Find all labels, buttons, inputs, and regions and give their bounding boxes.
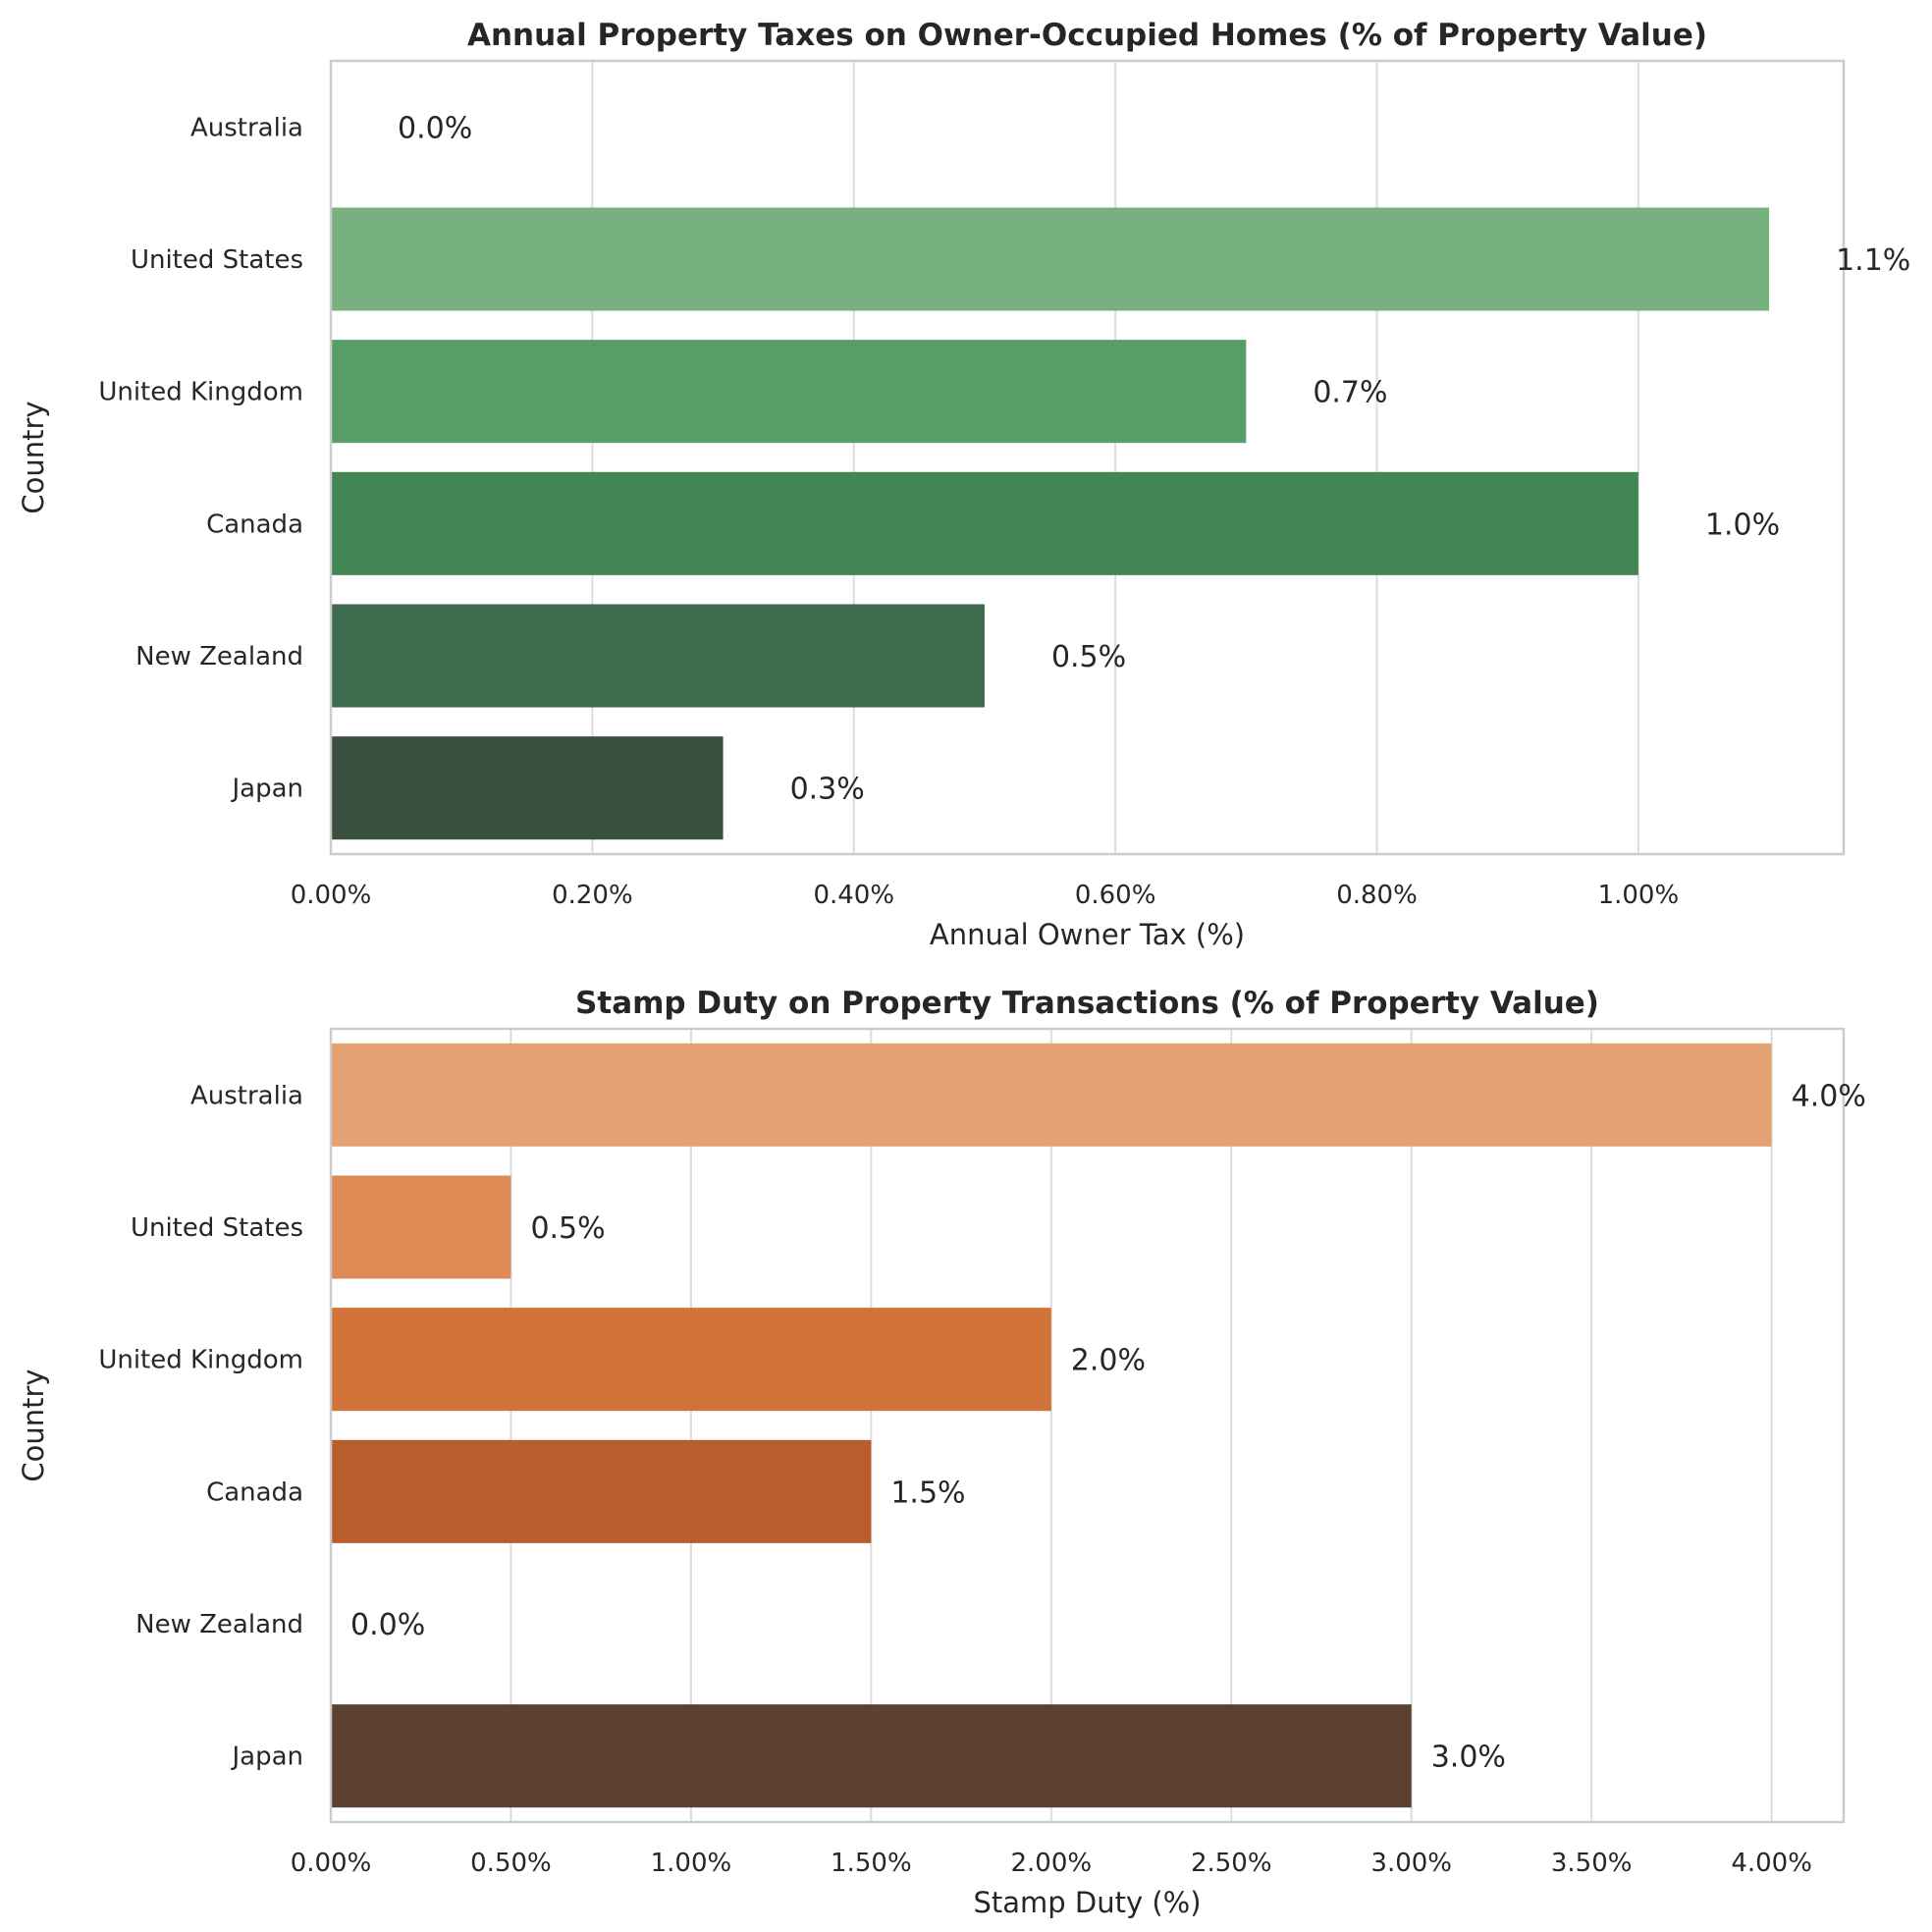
x-tick-label: 0.00% [291,881,372,910]
x-tick-label: 0.50% [470,1849,552,1878]
category-label: United Kingdom [98,1346,303,1375]
bar-canada [331,1439,872,1543]
category-label: New Zealand [135,642,303,671]
y-axis-label: Country [17,401,50,513]
property-tax-chart: 0.0% 1.1% 0.7% 1.0% 0.5% 0.3% Australia United … [17,18,1910,951]
data-label: 3.0% [1431,1741,1506,1775]
bar-united-kingdom [331,1308,1051,1412]
category-label: United Kingdom [98,378,303,407]
category-label: Canada [206,1477,303,1507]
data-label: 0.7% [1313,376,1387,410]
data-label: 2.0% [1071,1344,1146,1378]
bar-canada [331,471,1638,575]
bar-united-kingdom [331,340,1247,444]
data-label: 0.3% [790,773,865,807]
chart-title: Annual Property Taxes on Owner-Occupied … [467,18,1707,53]
x-axis-label: Stamp Duty (%) [973,1886,1201,1919]
x-tick-label: 0.00% [291,1849,372,1878]
x-tick-label: 0.80% [1336,881,1418,910]
chart-title: Stamp Duty on Property Transactions (% o… [575,986,1599,1021]
x-tick-label: 2.50% [1191,1849,1272,1878]
stamp-duty-chart: 4.0% 0.5% 2.0% 1.5% 0.0% 3.0% Australia United … [17,986,1866,1919]
data-label: 0.0% [398,111,472,145]
category-label: Canada [206,510,303,539]
bar-australia [331,1043,1772,1147]
data-label: 4.0% [1792,1079,1866,1113]
x-tick-label: 2.00% [1011,1849,1093,1878]
y-axis-label: Country [17,1368,50,1481]
bar-japan [331,1704,1412,1808]
plot-frame [329,59,1846,856]
data-label: 1.5% [890,1476,965,1510]
data-label: 1.1% [1836,243,1910,278]
bar-japan [331,736,724,840]
category-label: Japan [230,775,303,804]
category-label: Japan [230,1743,303,1772]
x-tick-label: 0.40% [813,881,894,910]
category-label: United States [131,1213,303,1243]
data-label: 0.5% [530,1211,605,1246]
x-tick-label: 1.00% [651,1849,732,1878]
category-label: Australia [190,1081,303,1110]
data-label: 1.0% [1705,508,1780,542]
bar-united-states [331,207,1770,311]
x-tick-label: 1.50% [831,1849,912,1878]
data-label: 0.5% [1051,640,1126,674]
plot-frame [329,1027,1846,1824]
x-tick-label: 3.50% [1551,1849,1633,1878]
category-label: United States [131,245,303,275]
x-tick-label: 1.00% [1598,881,1680,910]
x-tick-label: 4.00% [1731,1849,1812,1878]
data-label: 0.0% [350,1608,425,1642]
bar-united-states [331,1175,511,1279]
category-label: Australia [190,113,303,142]
x-tick-label: 3.00% [1370,1849,1452,1878]
x-tick-label: 0.20% [552,881,633,910]
bar-new-zealand [331,604,985,708]
x-tick-label: 0.60% [1075,881,1156,910]
x-axis-label: Annual Owner Tax (%) [930,918,1245,951]
category-label: New Zealand [135,1610,303,1639]
